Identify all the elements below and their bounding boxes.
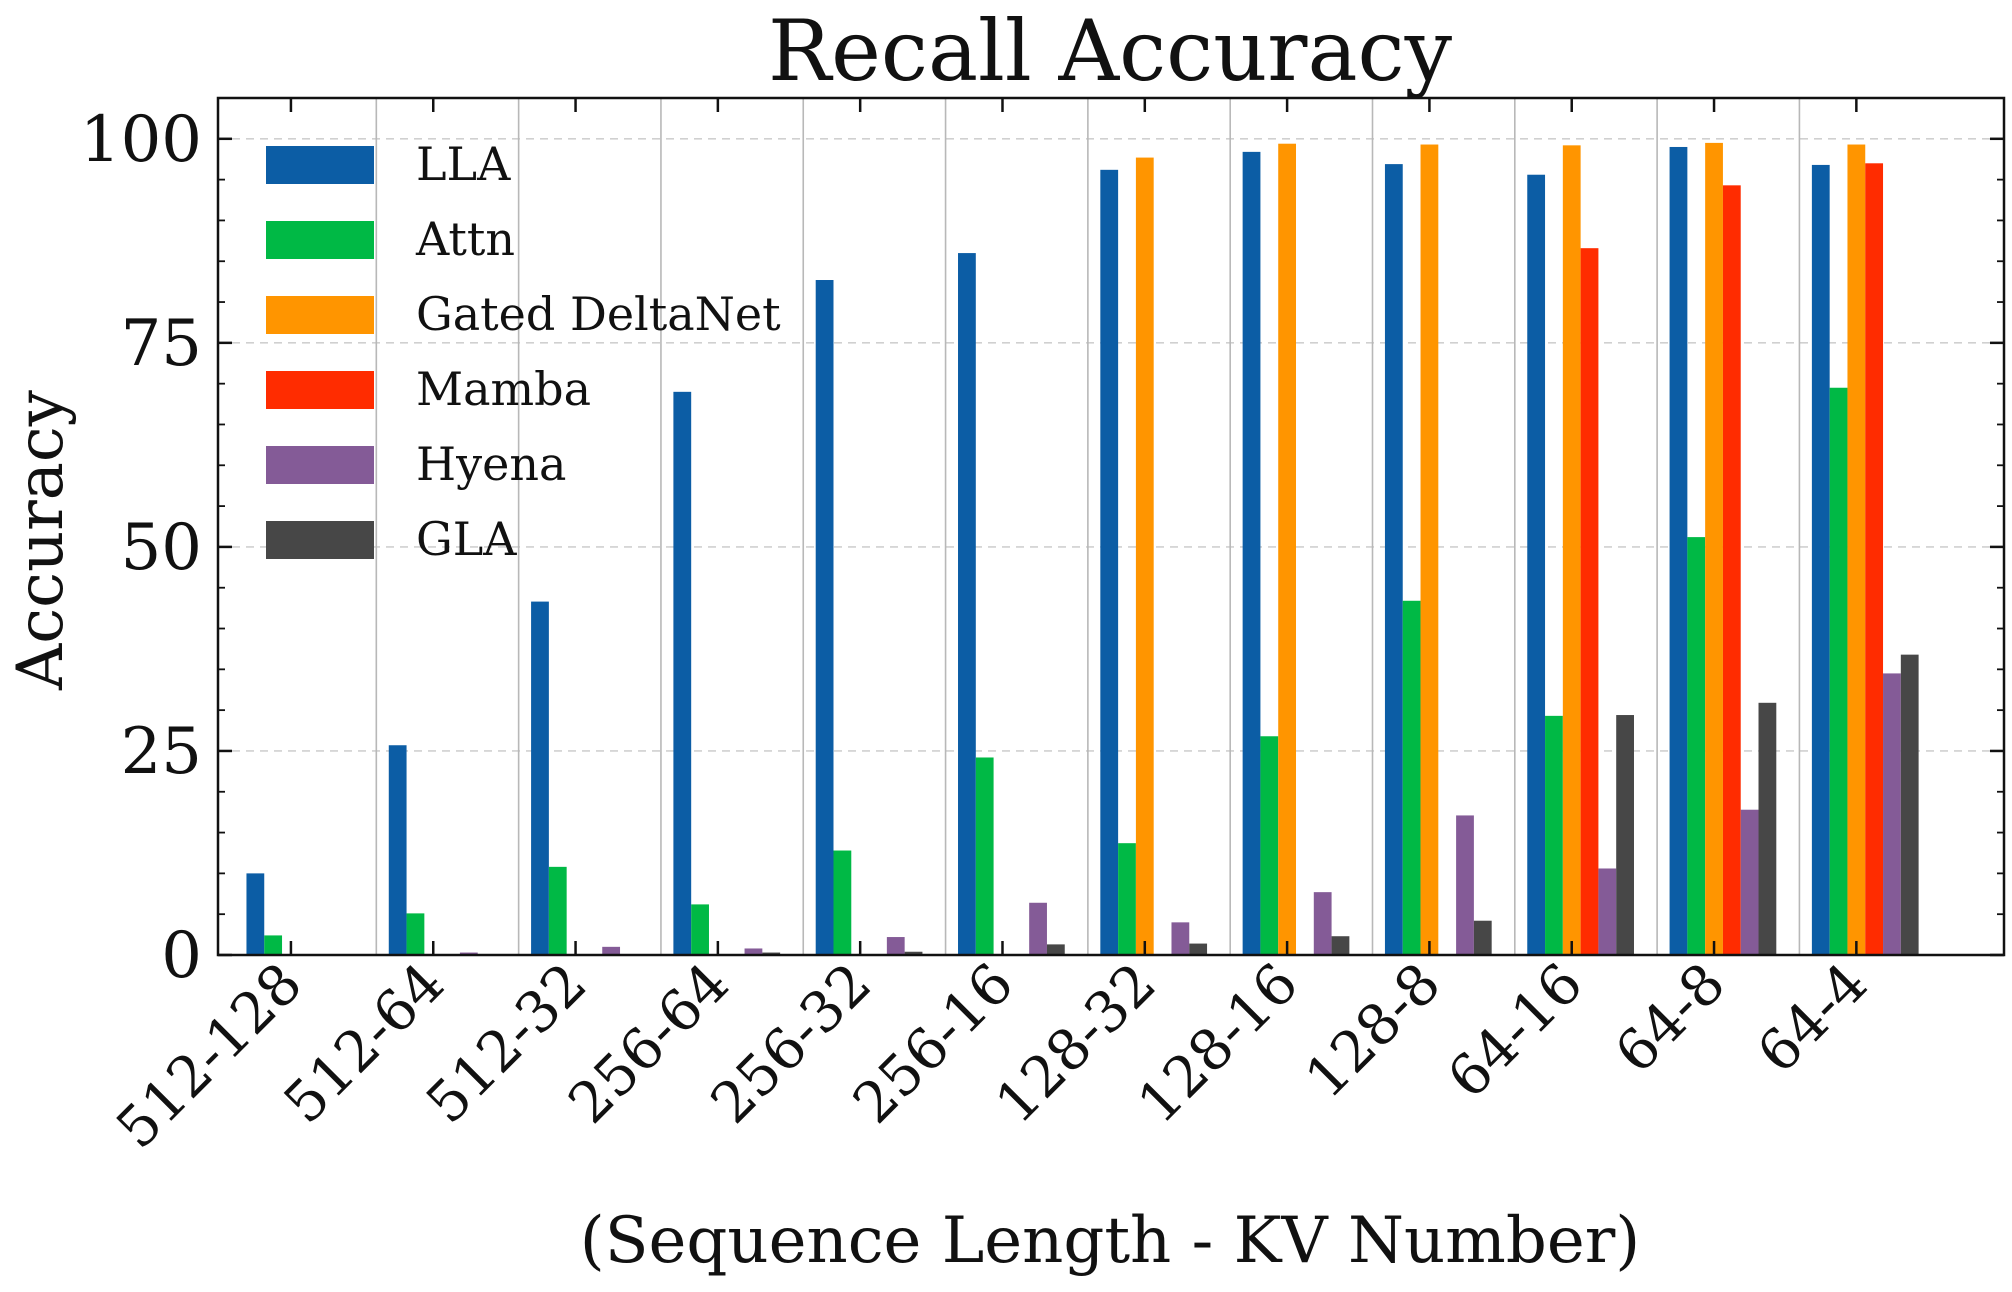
x-tick-label: 64-8 bbox=[1603, 951, 1738, 1086]
x-tick-label: 128-8 bbox=[1293, 951, 1453, 1111]
bar bbox=[1135, 157, 1154, 955]
bar bbox=[975, 757, 994, 955]
bar bbox=[1740, 809, 1759, 955]
x-tick-label: 256-64 bbox=[556, 951, 741, 1136]
bar bbox=[1705, 142, 1723, 955]
bar bbox=[1811, 164, 1830, 955]
bar bbox=[1758, 702, 1777, 955]
legend-swatch bbox=[266, 296, 374, 334]
x-tick-label: 64-16 bbox=[1436, 951, 1596, 1111]
bar bbox=[1669, 146, 1688, 955]
x-tick-label: 64-4 bbox=[1745, 951, 1880, 1086]
legend-swatch bbox=[266, 371, 374, 409]
y-axis-label: Accuracy bbox=[4, 390, 78, 691]
bars-layer bbox=[246, 142, 1919, 956]
bar bbox=[815, 280, 834, 955]
bar bbox=[1384, 164, 1403, 955]
bar bbox=[1687, 537, 1706, 955]
bar bbox=[673, 391, 692, 955]
bar bbox=[531, 601, 549, 955]
bar bbox=[1598, 868, 1617, 955]
legend: LLA Attn Gated DeltaNet Mamba Hyena GLA bbox=[266, 137, 781, 566]
x-tick-label: 256-16 bbox=[841, 951, 1026, 1136]
bar bbox=[1883, 673, 1901, 955]
legend-swatch bbox=[266, 146, 374, 184]
bar bbox=[1171, 922, 1190, 955]
bar bbox=[1865, 163, 1884, 956]
legend-label: Hyena bbox=[416, 437, 566, 491]
bar bbox=[1473, 920, 1492, 955]
bar bbox=[1847, 144, 1866, 956]
bar bbox=[1456, 815, 1474, 955]
bar bbox=[1900, 654, 1919, 955]
x-tick-label: 128-16 bbox=[1126, 951, 1311, 1136]
x-tick-label: 512-32 bbox=[414, 951, 599, 1136]
legend-label: Gated DeltaNet bbox=[416, 287, 781, 341]
y-tick-label: 50 bbox=[121, 511, 202, 585]
bar bbox=[1242, 151, 1261, 955]
bar bbox=[1046, 944, 1065, 955]
x-axis-label: (Sequence Length - KV Number) bbox=[580, 1204, 1641, 1278]
bar bbox=[388, 745, 407, 955]
y-tick-label: 100 bbox=[80, 103, 202, 177]
y-tick-label: 75 bbox=[121, 307, 202, 381]
bar bbox=[1616, 715, 1634, 955]
y-tick-label: 25 bbox=[121, 715, 202, 789]
legend-label: Mamba bbox=[416, 362, 591, 416]
bar bbox=[886, 937, 905, 955]
x-tick-label: 256-32 bbox=[699, 951, 884, 1136]
legend-swatch bbox=[266, 521, 374, 559]
x-tick-label: 512-64 bbox=[272, 951, 457, 1136]
legend-label: GLA bbox=[416, 512, 517, 566]
bar bbox=[406, 913, 425, 955]
bar bbox=[1402, 600, 1421, 955]
bar bbox=[1118, 843, 1136, 955]
plot-frame bbox=[216, 96, 2006, 957]
bar bbox=[833, 850, 852, 955]
bar bbox=[264, 935, 283, 955]
chart-title: Recall Accuracy bbox=[768, 2, 1453, 100]
bar bbox=[1722, 185, 1741, 955]
x-tick-label: 512-128 bbox=[104, 951, 315, 1162]
legend-label: Attn bbox=[415, 212, 515, 266]
bar bbox=[1260, 736, 1279, 955]
bar bbox=[1829, 387, 1848, 955]
bar bbox=[691, 904, 709, 955]
bar bbox=[548, 866, 567, 955]
bar bbox=[1562, 145, 1581, 955]
bar bbox=[958, 253, 976, 956]
bar bbox=[602, 946, 621, 955]
bar bbox=[1189, 943, 1208, 955]
bar bbox=[1029, 902, 1047, 955]
legend-swatch bbox=[266, 221, 374, 259]
bar bbox=[744, 948, 763, 955]
bar bbox=[1420, 144, 1439, 956]
axes-layer bbox=[216, 96, 2006, 957]
bar bbox=[1527, 174, 1546, 955]
bar bbox=[1100, 169, 1119, 955]
bar bbox=[1278, 143, 1297, 955]
y-tick-label: 0 bbox=[161, 919, 202, 993]
bar bbox=[1313, 892, 1332, 955]
bar bbox=[246, 873, 265, 955]
legend-swatch bbox=[266, 446, 374, 484]
x-tick-label: 128-32 bbox=[983, 951, 1168, 1136]
bar bbox=[1545, 715, 1563, 955]
legend-label: LLA bbox=[416, 137, 511, 191]
bar bbox=[1331, 936, 1350, 955]
bar bbox=[1580, 248, 1599, 955]
bar bbox=[904, 951, 923, 955]
